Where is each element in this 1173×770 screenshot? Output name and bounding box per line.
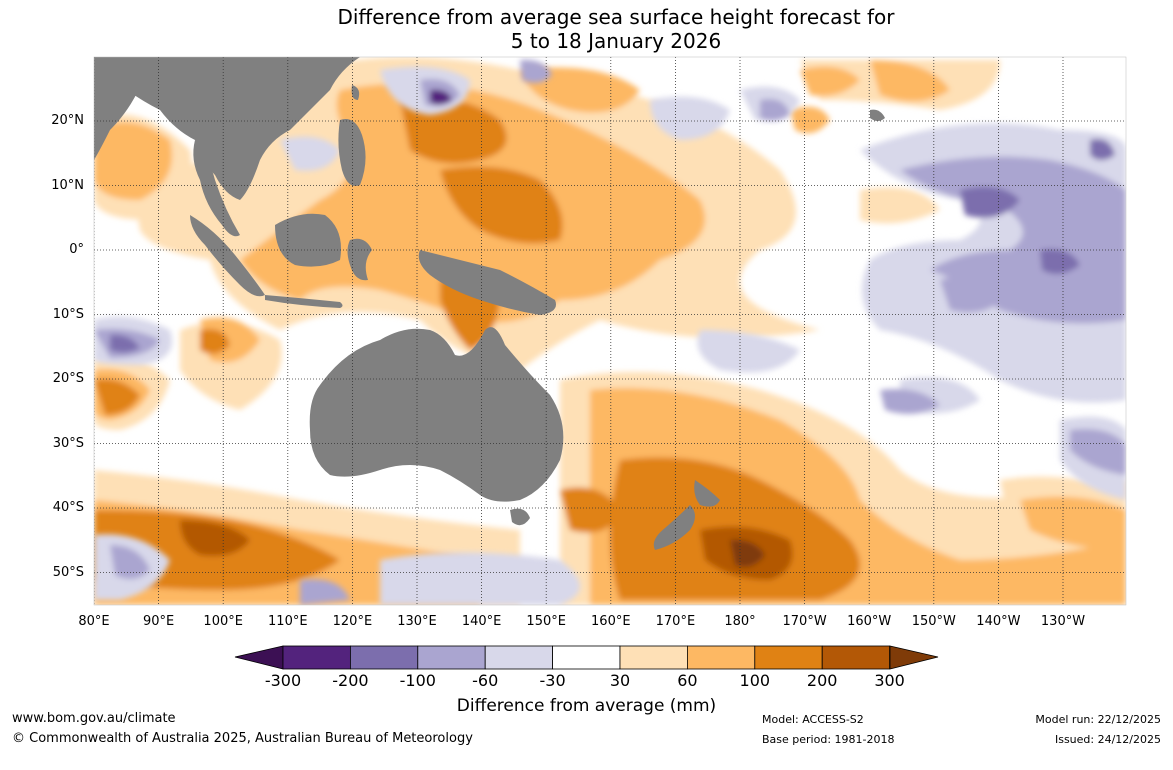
asia-mainland <box>94 57 360 200</box>
longitude-label: 90°E <box>142 614 175 629</box>
longitude-label: 120°E <box>332 614 373 629</box>
title-line-1: Difference from average sea surface heig… <box>337 5 895 29</box>
colorbar-tick-label: 60 <box>677 671 698 690</box>
colorbar-segment <box>417 645 486 670</box>
java <box>265 295 343 308</box>
map-title: Difference from average sea surface heig… <box>0 5 1173 53</box>
colorbar-segment <box>754 645 823 670</box>
map-frame <box>93 56 1127 606</box>
colorbar-tick-label: 200 <box>806 671 838 690</box>
longitude-label: 140°E <box>461 614 502 629</box>
longitude-label: 160°E <box>591 614 631 629</box>
title-line-2: 5 to 18 January 2026 <box>510 29 722 53</box>
latitude-label: 0° <box>69 242 84 257</box>
tasmania <box>510 508 530 526</box>
longitude-label: 170°W <box>782 614 827 629</box>
new-guinea <box>418 250 556 315</box>
colorbar-tick-label: -30 <box>539 671 566 690</box>
negative-anomaly-layer <box>94 59 1126 605</box>
latitude-label: 10°S <box>52 306 84 322</box>
longitude-label: 170°E <box>655 614 696 629</box>
sulawesi <box>347 238 372 281</box>
colorbar-segment <box>821 645 891 670</box>
hawaii <box>870 109 885 121</box>
longitude-label: 130°W <box>1040 614 1086 629</box>
sumatra <box>190 215 265 297</box>
longitude-label: 130°E <box>397 614 437 629</box>
longitude-label: 100°E <box>203 614 243 629</box>
latitude-label: 10°N <box>51 177 84 193</box>
india-tip <box>94 57 150 160</box>
colorbar-tick-label: -200 <box>332 671 369 690</box>
colorbar-low-arrow <box>234 645 284 670</box>
latitude-label: 30°S <box>52 435 84 451</box>
copyright-text: © Commonwealth of Australia 2025, Austra… <box>12 731 473 746</box>
borneo <box>275 213 341 267</box>
taiwan <box>351 85 360 100</box>
website-link[interactable]: www.bom.gov.au/climate <box>12 711 176 726</box>
colorbar-tick-label: 30 <box>609 671 631 690</box>
issued-date: Issued: 24/12/2025 <box>1054 733 1161 746</box>
philippines <box>338 119 366 186</box>
latitude-label: 40°S <box>52 500 84 515</box>
land-layer <box>94 57 885 550</box>
colorbar-tick-label: 100 <box>739 671 771 690</box>
colorbar <box>234 645 939 670</box>
longitude-label: 180° <box>724 614 756 629</box>
gridlines <box>94 57 1126 605</box>
model-name: Model: ACCESS-S2 <box>762 713 864 726</box>
colorbar-segment <box>687 645 756 670</box>
colorbar-segment <box>552 645 621 670</box>
colorbar-segment <box>282 645 351 670</box>
longitude-label: 110°E <box>268 614 308 629</box>
new-zealand-north <box>694 480 720 507</box>
longitude-label: 150°W <box>911 614 956 629</box>
colorbar-title: Difference from average (mm) <box>456 696 717 716</box>
new-zealand-south <box>653 505 695 550</box>
colorbar-high-arrow <box>889 645 939 670</box>
colorbar-segment <box>619 645 688 670</box>
longitude-label: 160°W <box>847 614 892 629</box>
colorbar-tick-label: -100 <box>399 671 436 690</box>
latitude-label: 20°N <box>51 113 84 128</box>
longitude-label: 140°W <box>976 614 1021 629</box>
latitude-label: 20°S <box>52 371 84 386</box>
longitude-label: 80°E <box>78 614 110 629</box>
colorbar-segment <box>349 645 419 670</box>
colorbar-tick-label: 300 <box>874 671 905 690</box>
australia <box>309 327 564 502</box>
model-run-date: Model run: 22/12/2025 <box>1035 713 1161 726</box>
colorbar-tick-label: -300 <box>264 671 302 690</box>
longitude-label: 150°E <box>526 614 566 629</box>
latitude-label: 50°S <box>52 564 84 580</box>
colorbar-segment <box>484 645 554 670</box>
colorbar-tick-label: -60 <box>472 671 499 690</box>
base-period: Base period: 1981-2018 <box>762 733 895 746</box>
malay-peninsula <box>193 140 240 237</box>
